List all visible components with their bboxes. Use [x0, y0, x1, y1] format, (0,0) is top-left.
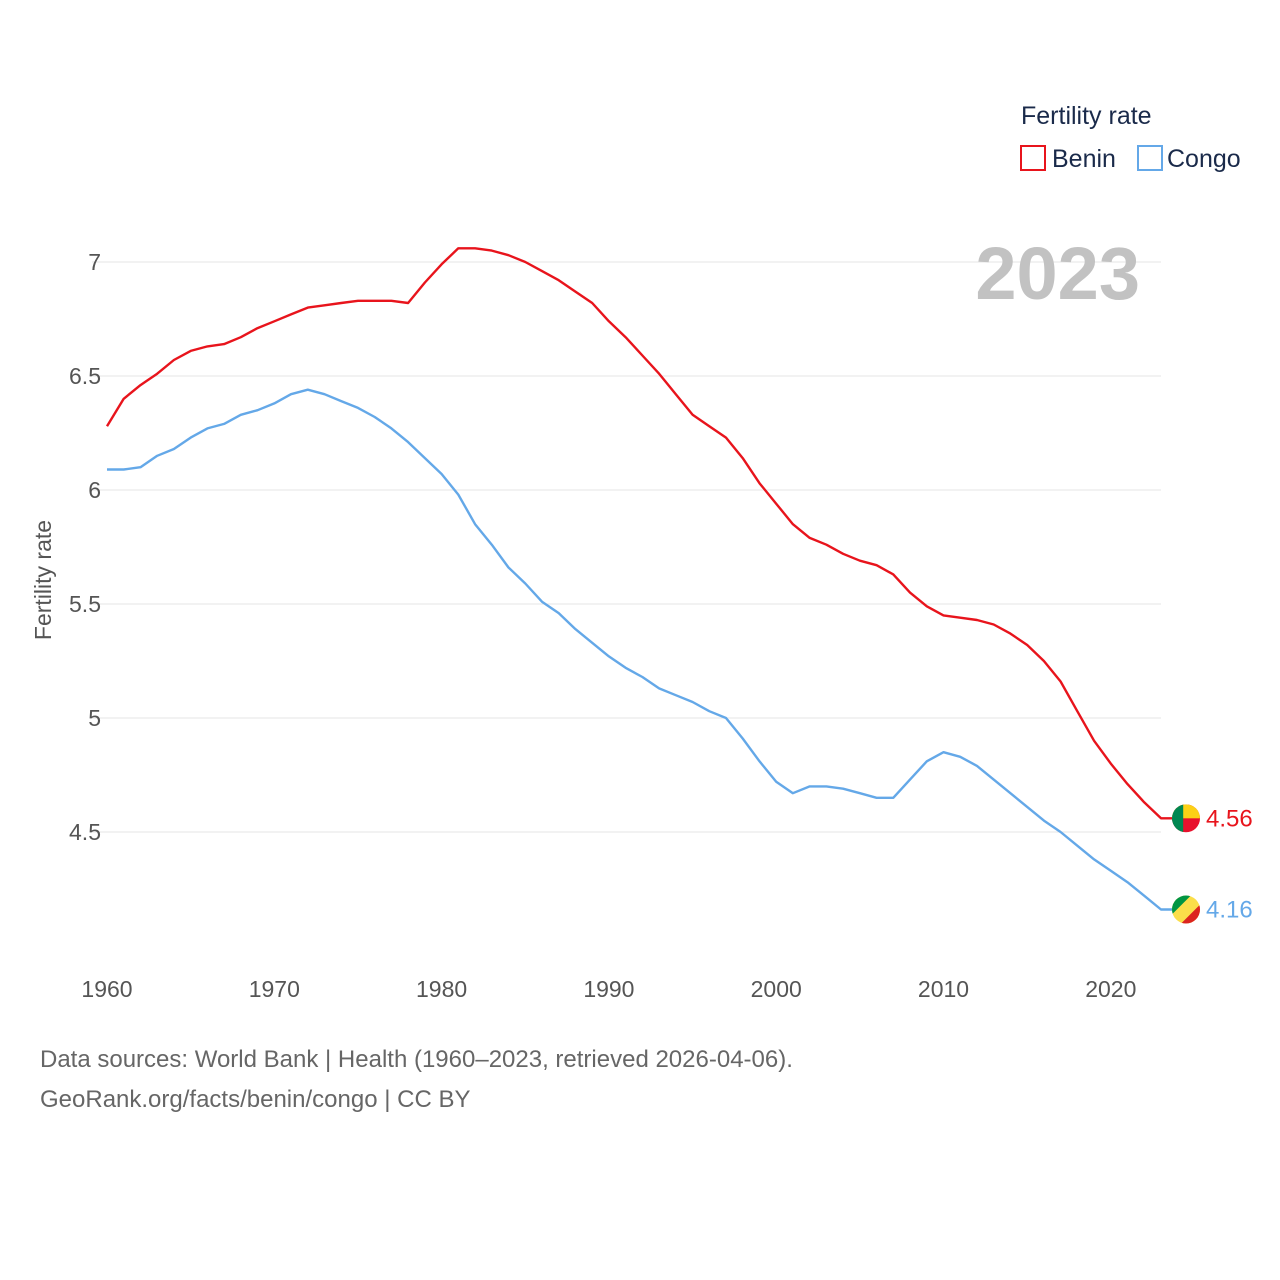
- end-value-label-congo: 4.16: [1206, 897, 1253, 924]
- legend-swatch-benin[interactable]: [1020, 145, 1046, 171]
- flag-icon-congo: [1172, 895, 1200, 924]
- year-label: 2023: [975, 232, 1140, 315]
- legend: Fertility rate Benin Congo: [1020, 102, 1241, 173]
- x-tick-label: 2020: [1085, 976, 1136, 1002]
- gridlines: [92, 261, 1161, 833]
- series-line-benin[interactable]: [105, 247, 1179, 820]
- legend-label-congo[interactable]: Congo: [1167, 145, 1241, 173]
- x-tick-label: 2010: [918, 976, 969, 1002]
- y-tick-label: 7: [88, 249, 101, 275]
- series-lines: [105, 247, 1179, 911]
- y-axis-title: Fertility rate: [30, 520, 56, 640]
- x-axis-ticks: 1960 1970 1980 1990 2000 2010 2020: [81, 976, 1136, 1002]
- y-tick-label: 5: [88, 705, 101, 731]
- y-tick-label: 6.5: [69, 363, 101, 389]
- flag-icon-benin: [1172, 804, 1200, 833]
- x-tick-label: 2000: [751, 976, 802, 1002]
- y-tick-label: 6: [88, 477, 101, 503]
- y-axis-ticks: 4.5 5 5.5 6 6.5 7: [69, 249, 101, 845]
- source-footer: Data sources: World Bank | Health (1960–…: [40, 1040, 793, 1120]
- x-tick-label: 1980: [416, 976, 467, 1002]
- end-value-label-benin: 4.56: [1206, 805, 1253, 832]
- end-markers: 4.56 4.16: [1172, 804, 1253, 924]
- site-attribution-text: GeoRank.org/facts/benin/congo | CC BY: [40, 1086, 471, 1113]
- y-tick-label: 5.5: [69, 591, 101, 617]
- series-line-congo[interactable]: [107, 388, 1179, 911]
- data-source-text: Data sources: World Bank | Health (1960–…: [40, 1046, 793, 1073]
- legend-label-benin[interactable]: Benin: [1052, 145, 1116, 173]
- x-tick-label: 1970: [249, 976, 300, 1002]
- legend-title: Fertility rate: [1021, 102, 1152, 130]
- y-tick-label: 4.5: [69, 819, 101, 845]
- x-tick-label: 1990: [583, 976, 634, 1002]
- legend-swatch-congo[interactable]: [1137, 145, 1163, 171]
- x-tick-label: 1960: [81, 976, 132, 1002]
